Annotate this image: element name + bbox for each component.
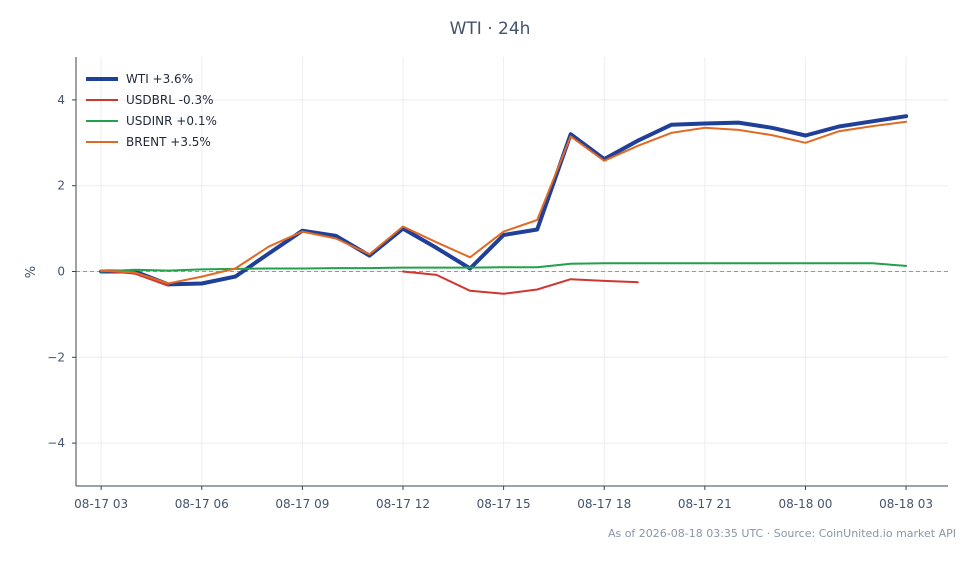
y-tick-label: 0	[57, 265, 65, 279]
x-tick-label: 08-17 15	[477, 497, 531, 511]
source-footer: As of 2026-08-18 03:35 UTC · Source: Coi…	[607, 527, 956, 540]
legend-swatch	[86, 119, 118, 122]
legend-item: USDBRL -0.3%	[86, 89, 217, 110]
y-tick-label: −2	[47, 350, 65, 364]
legend-item: USDINR +0.1%	[86, 110, 217, 131]
x-tick-label: 08-17 18	[577, 497, 631, 511]
legend-swatch	[86, 98, 118, 101]
series-line-usdbrl	[402, 270, 639, 295]
x-tick-label: 08-17 21	[678, 497, 732, 511]
y-axis-label: %	[24, 266, 39, 278]
legend-swatch	[86, 76, 118, 81]
x-tick-label: 08-17 12	[376, 497, 430, 511]
y-tick-label: 4	[57, 93, 65, 107]
y-tick-label: 2	[57, 179, 65, 193]
legend-label: USDINR +0.1%	[126, 113, 217, 128]
legend-label: BRENT +3.5%	[126, 134, 211, 149]
legend-label: USDBRL -0.3%	[126, 92, 214, 107]
y-tick-label: −4	[47, 436, 65, 450]
x-tick-label: 08-18 00	[778, 497, 832, 511]
legend: WTI +3.6% USDBRL -0.3% USDINR +0.1% BRENT +…	[86, 68, 217, 152]
legend-swatch	[86, 140, 118, 143]
x-tick-label: 08-17 09	[275, 497, 329, 511]
x-tick-label: 08-18 03	[879, 497, 933, 511]
chart-title: WTI · 24h	[449, 19, 531, 39]
legend-item: WTI +3.6%	[86, 68, 217, 89]
legend-item: BRENT +3.5%	[86, 131, 217, 152]
x-tick-label: 08-17 06	[175, 497, 229, 511]
x-tick-label: 08-17 03	[74, 497, 128, 511]
legend-label: WTI +3.6%	[126, 71, 194, 86]
series-line-brent	[100, 120, 908, 285]
series-line-wti	[99, 114, 909, 287]
